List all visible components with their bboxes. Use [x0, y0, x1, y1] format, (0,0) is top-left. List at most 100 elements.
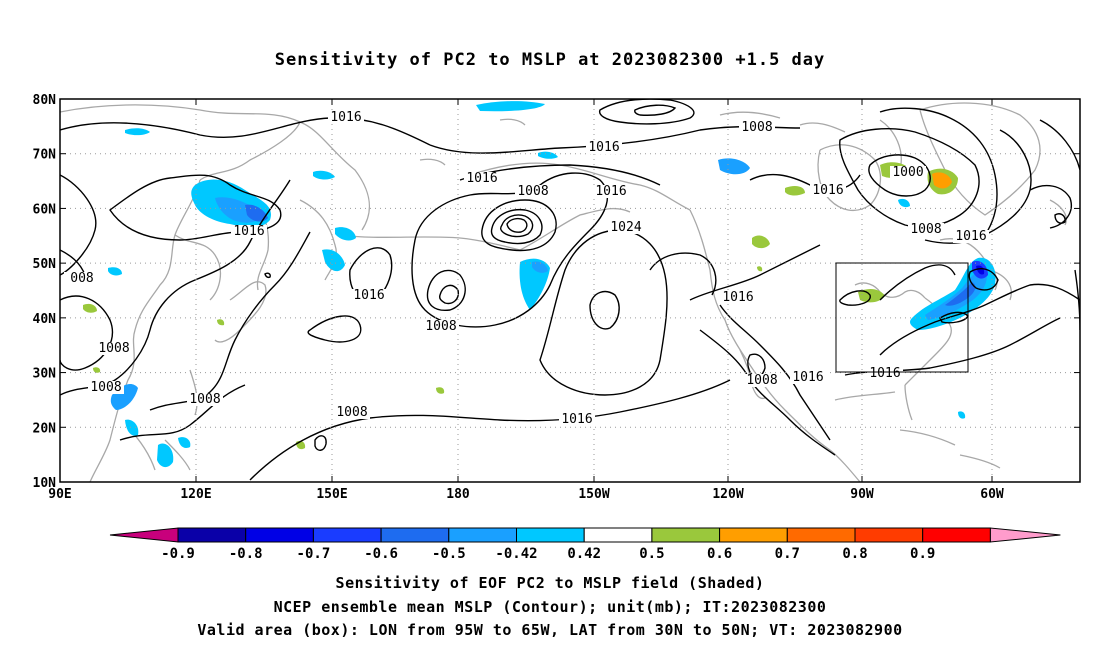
contour-label-bg	[953, 230, 989, 243]
shade-positive-patch	[932, 172, 952, 189]
contour-label-bg	[890, 166, 926, 179]
lon-label: 120W	[712, 487, 743, 502]
lat-lon-grid	[60, 99, 1080, 482]
colorbar-low-arrow	[109, 527, 179, 543]
lat-label: 50N	[33, 257, 57, 272]
shade-blue-patch	[125, 419, 139, 436]
caption-shading: Sensitivity of EOF PC2 to MSLP field (Sh…	[335, 574, 765, 592]
shade-blue-patch	[898, 198, 910, 208]
shade-blue-patch	[718, 158, 750, 175]
shade-positive-patch	[858, 288, 885, 303]
contour-label: 1008	[189, 392, 220, 407]
longitude-labels: 90E 120E 150E 180 150W 120W 90W 60W	[48, 487, 1004, 502]
contour-label: 1016	[792, 370, 823, 385]
contour-label-bg	[720, 291, 756, 304]
colorbar-segment	[583, 527, 653, 543]
shade-blue-patch	[322, 249, 345, 272]
contour-label-bg	[423, 320, 459, 333]
lon-label: 150W	[578, 487, 609, 502]
contour-label-bg	[351, 289, 387, 302]
lon-label: 180	[446, 487, 470, 502]
contour-label: 1016	[812, 183, 843, 198]
contour-label: 1016	[722, 290, 753, 305]
map-panel: 1016 1008 1016 1016 1008 1016 1016 1000 1008 1016…	[33, 93, 1081, 560]
contour-label-bg	[559, 413, 595, 426]
shade-positive-patch	[436, 387, 445, 394]
lat-label: 80N	[33, 93, 57, 108]
colorbar: -0.9 -0.8 -0.7 -0.6 -0.5 -0.42 0.42 0.5 0.6 0.7 0.…	[109, 527, 1061, 560]
contour-label-bg	[593, 185, 629, 198]
shade-blue-patch	[958, 411, 966, 419]
contour-label: 1016	[595, 184, 626, 199]
contour-label: 1000	[892, 165, 923, 180]
contour-label-bg	[231, 225, 267, 238]
colorbar-tick-label: -0.42	[495, 546, 537, 560]
colorbar-segment	[177, 527, 247, 543]
shade-positive-patch	[217, 319, 225, 326]
colorbar-segment	[448, 527, 517, 543]
contour-label-bg	[515, 185, 551, 198]
contour-label: 1016	[869, 366, 900, 381]
contour-label: 1008	[90, 380, 121, 395]
contour-label: 1016	[466, 171, 497, 186]
colorbar-tick-label: -0.9	[161, 546, 195, 560]
colorbar-tick-label: 0.8	[842, 546, 867, 560]
contour-label: 1016	[588, 140, 619, 155]
contour-label-bg	[464, 172, 500, 185]
shade-positive-patch	[752, 235, 770, 249]
contour-label-bg	[88, 381, 124, 394]
contour-label: 1016	[330, 110, 361, 125]
contour-label: 1016	[233, 224, 264, 239]
contour-label-bg	[64, 272, 100, 285]
contour-label: 1016	[955, 229, 986, 244]
contour-label-bg	[608, 221, 644, 234]
contour-label-bg	[334, 406, 370, 419]
contour-label: 1016	[561, 412, 592, 427]
contour-label: 1024	[610, 220, 641, 235]
colorbar-segment	[380, 527, 450, 543]
shade-blue-patch	[125, 128, 150, 136]
colorbar-tick-label: 0.9	[910, 546, 935, 560]
contour-label-bg	[810, 184, 846, 197]
shade-blue-patch	[157, 443, 174, 468]
contour-label-bg	[187, 393, 223, 406]
shade-blue-patch	[108, 267, 122, 276]
shade-blue-patch	[313, 170, 335, 180]
lat-label: 60N	[33, 202, 57, 217]
colorbar-tick-label: 0.5	[639, 546, 664, 560]
latitude-labels: 80N 70N 60N 50N 40N 30N 20N 10N	[33, 93, 57, 491]
shade-blue-patch	[532, 261, 548, 273]
contour-label-bg	[96, 342, 132, 355]
contour-label: 1008	[910, 222, 941, 237]
contour-label-bg	[586, 141, 622, 154]
contour-label-bg	[328, 111, 364, 124]
colorbar-tick-label: -0.5	[432, 546, 466, 560]
colorbar-segment	[922, 527, 991, 543]
contour-label-bg	[744, 374, 780, 387]
map-border	[59, 98, 1081, 483]
lat-label: 70N	[33, 148, 57, 163]
contour-label-bg	[908, 223, 944, 236]
colorbar-tick-label: -0.6	[364, 546, 398, 560]
lon-label: 120E	[180, 487, 211, 502]
contour-label-bg	[867, 367, 903, 380]
contour-label: 1008	[741, 120, 772, 135]
mslp-contours	[60, 99, 1080, 481]
map-title: Sensitivity of PC2 to MSLP at 2023082300…	[274, 50, 826, 70]
shade-positive-patch	[93, 367, 101, 373]
shade-positive-patch	[785, 185, 805, 196]
lat-label: 40N	[33, 312, 57, 327]
colorbar-segment	[245, 527, 314, 543]
shade-blue-patch	[178, 437, 191, 448]
shade-blue-patch	[476, 101, 545, 112]
axis-ticks	[59, 98, 1080, 483]
valid-area-box	[835, 262, 969, 373]
contour-label: 1008	[98, 341, 129, 356]
lat-label: 20N	[33, 421, 57, 436]
shade-blue-patch	[538, 151, 558, 159]
contour-label: 1008	[746, 373, 777, 388]
contour-label: 1016	[353, 288, 384, 303]
colorbar-tick-label: 0.6	[707, 546, 732, 560]
shade-positive-patch	[757, 266, 763, 272]
contour-label-bg	[739, 121, 775, 134]
